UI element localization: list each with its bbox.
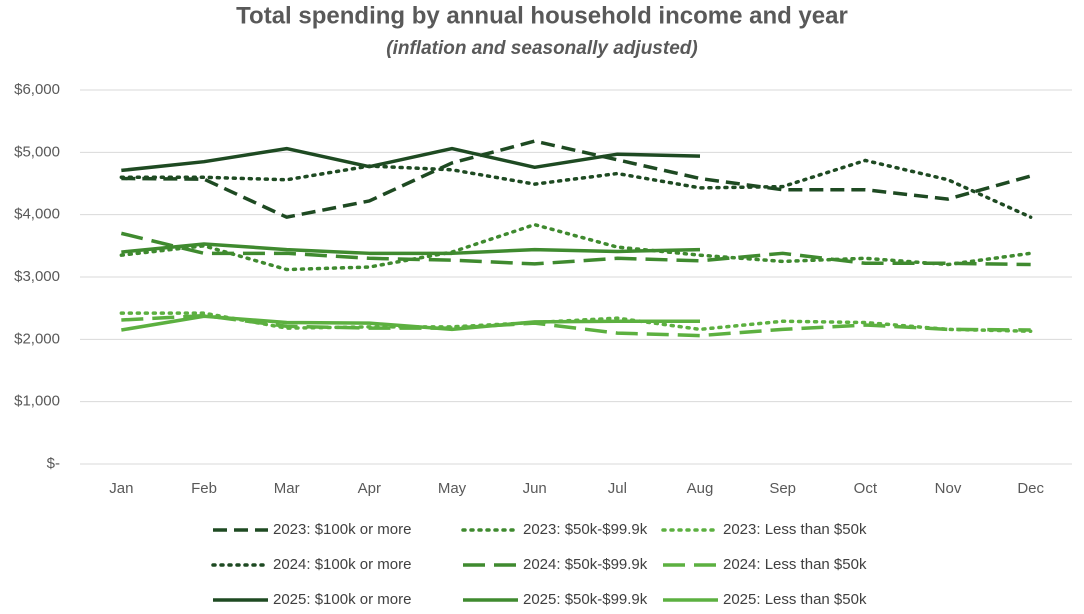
series-line [121, 242, 701, 256]
y-tick-label: $1,000 [14, 393, 60, 410]
legend-label: 2023: $100k or more [273, 521, 411, 538]
y-tick-label: $3,000 [14, 268, 60, 285]
y-tick-label: $6,000 [14, 81, 60, 98]
y-tick-label: $2,000 [14, 330, 60, 347]
x-tick-label: Feb [191, 480, 217, 497]
chart-title: Total spending by annual household incom… [236, 2, 848, 29]
x-tick-label: Mar [274, 480, 300, 497]
x-tick-label: Dec [1017, 480, 1044, 497]
x-tick-label: Nov [935, 480, 962, 497]
series-line [120, 231, 1031, 267]
series-line [119, 158, 1033, 219]
x-tick-label: Oct [854, 480, 878, 497]
x-tick-label: May [438, 480, 467, 497]
series-line [121, 313, 1031, 338]
legend-label: 2025: $50k-$99.9k [523, 591, 648, 608]
series-line [121, 139, 1032, 219]
y-tick-label: $5,000 [14, 143, 60, 160]
series-line [121, 314, 700, 332]
x-tick-label: Sep [769, 480, 796, 497]
x-tick-label: Jan [109, 480, 133, 497]
chart-subtitle: (inflation and seasonally adjusted) [386, 38, 697, 59]
y-tick-label: $- [47, 455, 60, 472]
legend-label: 2025: $100k or more [273, 591, 411, 608]
legend-label: 2023: $50k-$99.9k [523, 521, 648, 538]
legend-label: 2024: $100k or more [273, 556, 411, 573]
x-tick-label: Jun [523, 480, 547, 497]
y-tick-label: $4,000 [14, 206, 60, 223]
legend-label: 2024: Less than $50k [723, 556, 867, 573]
legend-label: 2023: Less than $50k [723, 521, 867, 538]
legend-label: 2025: Less than $50k [723, 591, 867, 608]
x-tick-label: Apr [358, 480, 381, 497]
x-tick-label: Aug [687, 480, 714, 497]
legend-label: 2024: $50k-$99.9k [523, 556, 648, 573]
series-line [121, 146, 701, 173]
series-line [119, 222, 1033, 272]
x-tick-label: Jul [608, 480, 627, 497]
